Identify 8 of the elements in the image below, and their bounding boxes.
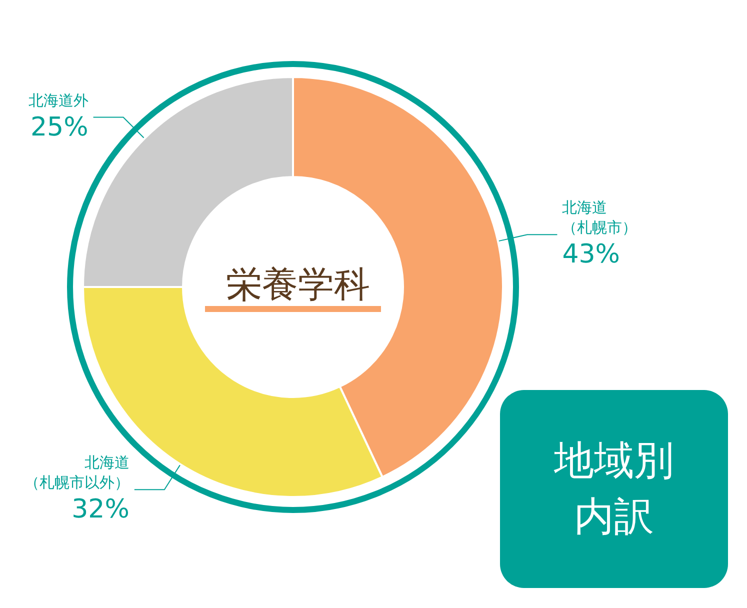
data-label: 25% [30,112,88,142]
data-label: 43% [562,240,620,270]
text: 栄養学科 [226,264,370,306]
text: 地域別内訳 [553,438,674,540]
slice-label: 北海道（札幌市） [562,198,638,237]
slice-label: 北海道外 [28,91,88,110]
slice-label: 北海道（札幌市以外） [24,454,130,492]
data-label: 32% [72,494,130,525]
